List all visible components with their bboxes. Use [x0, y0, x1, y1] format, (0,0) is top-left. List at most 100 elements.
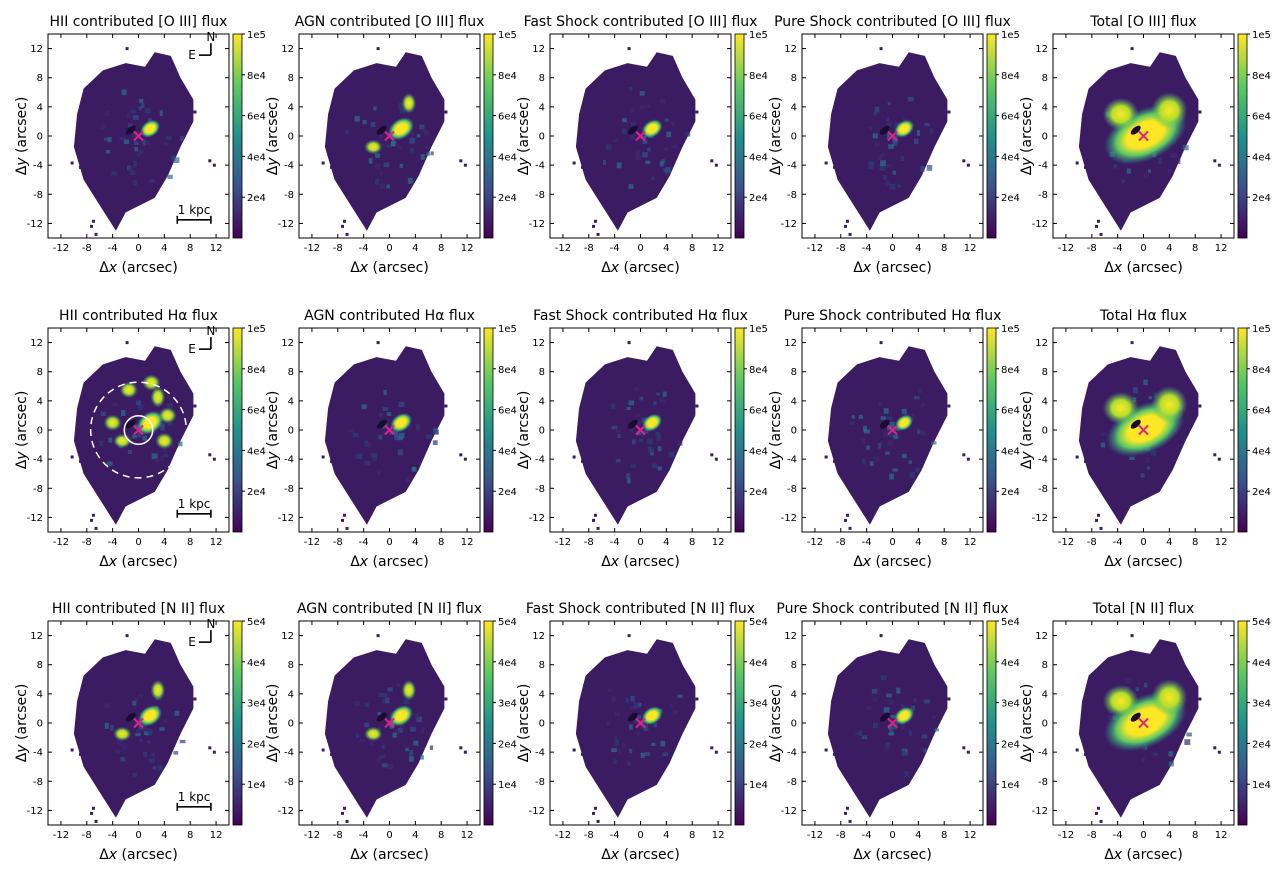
- map-pixel: [212, 750, 216, 754]
- map-pixel: [885, 743, 891, 748]
- map-pixel: [1148, 169, 1152, 173]
- map-pixel: [99, 440, 104, 447]
- colorbar-tick-label: 1e5: [749, 324, 768, 335]
- map-pixel: [629, 86, 633, 91]
- nucleus-marker: [887, 130, 898, 142]
- colorbar-tick-label: 8e4: [749, 71, 768, 82]
- map-image: [824, 341, 970, 530]
- y-tick-label: -8: [284, 777, 294, 788]
- colorbar-tick-label: 5e4: [749, 617, 768, 628]
- map-pixel: [628, 184, 634, 189]
- x-tick-label: 0: [1140, 243, 1146, 254]
- map-pixel: [321, 161, 325, 165]
- map-pixel: [132, 772, 137, 777]
- x-tick-label: 12: [712, 243, 725, 254]
- map-pixel: [627, 634, 631, 638]
- y-tick-label: 8: [791, 73, 797, 84]
- map-image: [70, 634, 216, 823]
- map-pixel: [105, 110, 110, 116]
- colorbar-tick-label: 2e4: [1001, 487, 1020, 498]
- map-pixel: [137, 431, 142, 438]
- map-pixel: [923, 748, 927, 753]
- map-pixel: [398, 401, 405, 407]
- emission-knot: [150, 387, 166, 408]
- map-pixel: [146, 140, 150, 146]
- map-pixel: [966, 457, 970, 461]
- y-tick-label: -8: [787, 484, 797, 495]
- nucleus-marker: [635, 717, 646, 729]
- map-pixel: [115, 749, 121, 754]
- map-pixel: [376, 634, 380, 638]
- map-pixel: [379, 134, 383, 138]
- map-pixel: [932, 715, 936, 720]
- map-pixel: [138, 106, 143, 111]
- y-tick-label: -12: [1032, 513, 1048, 524]
- map-pixel: [372, 455, 377, 462]
- y-tick-label: -8: [1038, 484, 1048, 495]
- dust-lane: [879, 712, 890, 722]
- map-pixel: [104, 703, 111, 708]
- y-tick-label: 8: [791, 660, 797, 671]
- x-axis-label: Δx (arcsec): [853, 847, 932, 863]
- compass-east-label: E: [188, 48, 196, 62]
- y-axis-label: Δy (arcsec): [516, 684, 532, 763]
- map-pixel: [653, 722, 658, 728]
- map-pixel: [887, 122, 892, 127]
- map-pixel: [884, 180, 890, 187]
- map-pixel: [341, 518, 345, 522]
- map-pixel: [355, 733, 360, 739]
- map-pixel: [647, 147, 651, 152]
- colorbar-tick-label: 6e4: [1001, 112, 1020, 123]
- y-tick-label: 12: [30, 44, 43, 55]
- colorbar-tick-label: 5e4: [1001, 617, 1020, 628]
- colorbar-tick-label: 2e4: [1001, 739, 1020, 750]
- map-pixel: [1126, 168, 1131, 174]
- x-tick-label: 12: [210, 243, 223, 254]
- map-pixel: [83, 168, 87, 172]
- y-tick-label: 4: [539, 102, 545, 113]
- galaxy-disk: [324, 52, 445, 231]
- map-pixel: [824, 161, 828, 165]
- colorbar: [1237, 33, 1248, 239]
- emission-region: [642, 413, 663, 432]
- map-pixel: [1140, 473, 1145, 478]
- map-pixel: [94, 526, 98, 530]
- map-pixel: [341, 811, 345, 815]
- y-tick-label: -4: [33, 161, 43, 172]
- colorbar-tick-label: 8e4: [498, 71, 517, 82]
- map-pixel: [430, 151, 434, 156]
- map-pixel: [138, 738, 143, 742]
- map-pixel: [1168, 761, 1174, 767]
- map-pixel: [397, 728, 403, 733]
- map-pixel: [845, 513, 849, 517]
- map-pixel: [873, 697, 878, 702]
- map-pixel: [640, 431, 645, 436]
- nucleus-marker: [133, 424, 144, 436]
- y-tick-label: 4: [288, 102, 294, 113]
- colorbar: [734, 33, 745, 239]
- map-pixel: [379, 412, 383, 417]
- map-pixel: [1075, 455, 1079, 459]
- y-tick-label: -8: [284, 484, 294, 495]
- map-pixel: [848, 819, 852, 823]
- galaxy-disk: [73, 639, 194, 818]
- map-pixel: [862, 458, 866, 465]
- colorbar-tick-label: 6e4: [247, 112, 266, 123]
- x-tick-label: -4: [359, 243, 369, 254]
- x-tick-label: -12: [555, 537, 571, 548]
- map-pixel: [167, 174, 173, 179]
- map-pixel: [137, 153, 142, 157]
- map-pixel: [635, 149, 640, 156]
- map-pixel: [849, 421, 855, 425]
- y-tick-label: 12: [1035, 631, 1048, 642]
- map-pixel: [179, 739, 186, 744]
- map-pixel: [90, 811, 94, 815]
- panel-title: Total [O III] flux: [1089, 14, 1196, 30]
- map-pixel: [151, 752, 156, 757]
- y-tick-label: 12: [532, 338, 545, 349]
- map-pixel: [581, 459, 585, 463]
- map-pixel: [886, 416, 893, 421]
- map-pixel: [879, 634, 883, 638]
- x-tick-label: -8: [82, 537, 92, 548]
- map-pixel: [419, 124, 425, 130]
